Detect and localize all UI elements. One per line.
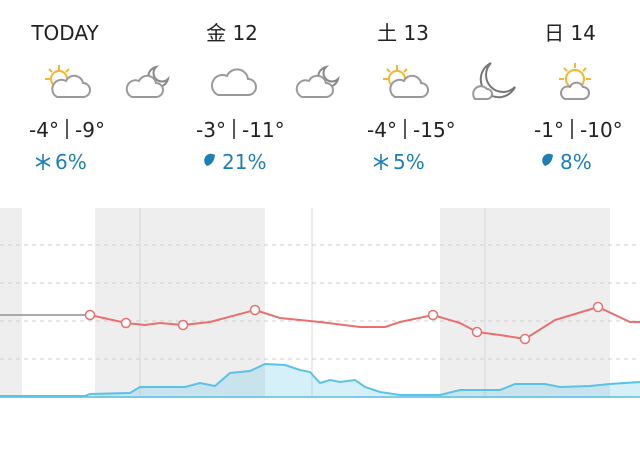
temperature-marker (249, 304, 261, 316)
moon-cloud-icon (295, 65, 340, 98)
day-dividers (139, 208, 486, 398)
night-bands (0, 208, 640, 398)
low-temp: -11° (242, 118, 285, 142)
precip-line (0, 362, 640, 397)
forecast-chart (0, 301, 640, 398)
low-temp: -15° (413, 118, 456, 142)
high-temp: -4° (29, 118, 59, 142)
snow-stroke (35, 157, 51, 167)
moon-icon (472, 62, 516, 100)
snow-icon (373, 154, 389, 170)
rain-icon (542, 153, 553, 166)
day-tiles: TODAY -4° -9° 6% 金 12 -3° -11° 21% 土 13 -4° -15° 5%… (29, 21, 623, 174)
high-temp: -3° (196, 118, 226, 142)
moon-cloud-icon (125, 65, 170, 98)
temperature-line (89, 305, 640, 341)
precip-chance: 5% (393, 150, 425, 174)
temperature-marker (427, 309, 439, 321)
temperature-marker (519, 333, 531, 345)
day-label: 日 14 (544, 21, 596, 45)
temperature-marker (471, 326, 483, 338)
day-label: TODAY (30, 21, 99, 45)
sun-cloud-icon (45, 65, 91, 98)
temperature-marker (592, 301, 604, 313)
precip-chance: 6% (55, 150, 87, 174)
precip-chance: 8% (560, 150, 592, 174)
temperature-marker (177, 319, 189, 331)
temperature-marker (84, 309, 96, 321)
sun-cloud-icon (559, 63, 591, 100)
precip-area (0, 364, 640, 398)
low-temp: -10° (580, 118, 623, 142)
rain-icon (204, 153, 215, 166)
temperature-marker (120, 317, 132, 329)
low-temp: -9° (75, 118, 105, 142)
high-temp: -4° (367, 118, 397, 142)
snow-icon (35, 154, 51, 170)
day-label: 土 13 (377, 21, 429, 45)
weather-icons (45, 62, 591, 100)
high-temp: -1° (534, 118, 564, 142)
precip-chance: 21% (222, 150, 266, 174)
snow-stroke (373, 157, 389, 167)
night-band (440, 208, 610, 398)
cloud-icon (211, 68, 257, 96)
night-band (0, 208, 22, 398)
night-band (95, 208, 265, 398)
day-label: 金 12 (206, 21, 258, 45)
sun-cloud-icon (383, 65, 429, 98)
